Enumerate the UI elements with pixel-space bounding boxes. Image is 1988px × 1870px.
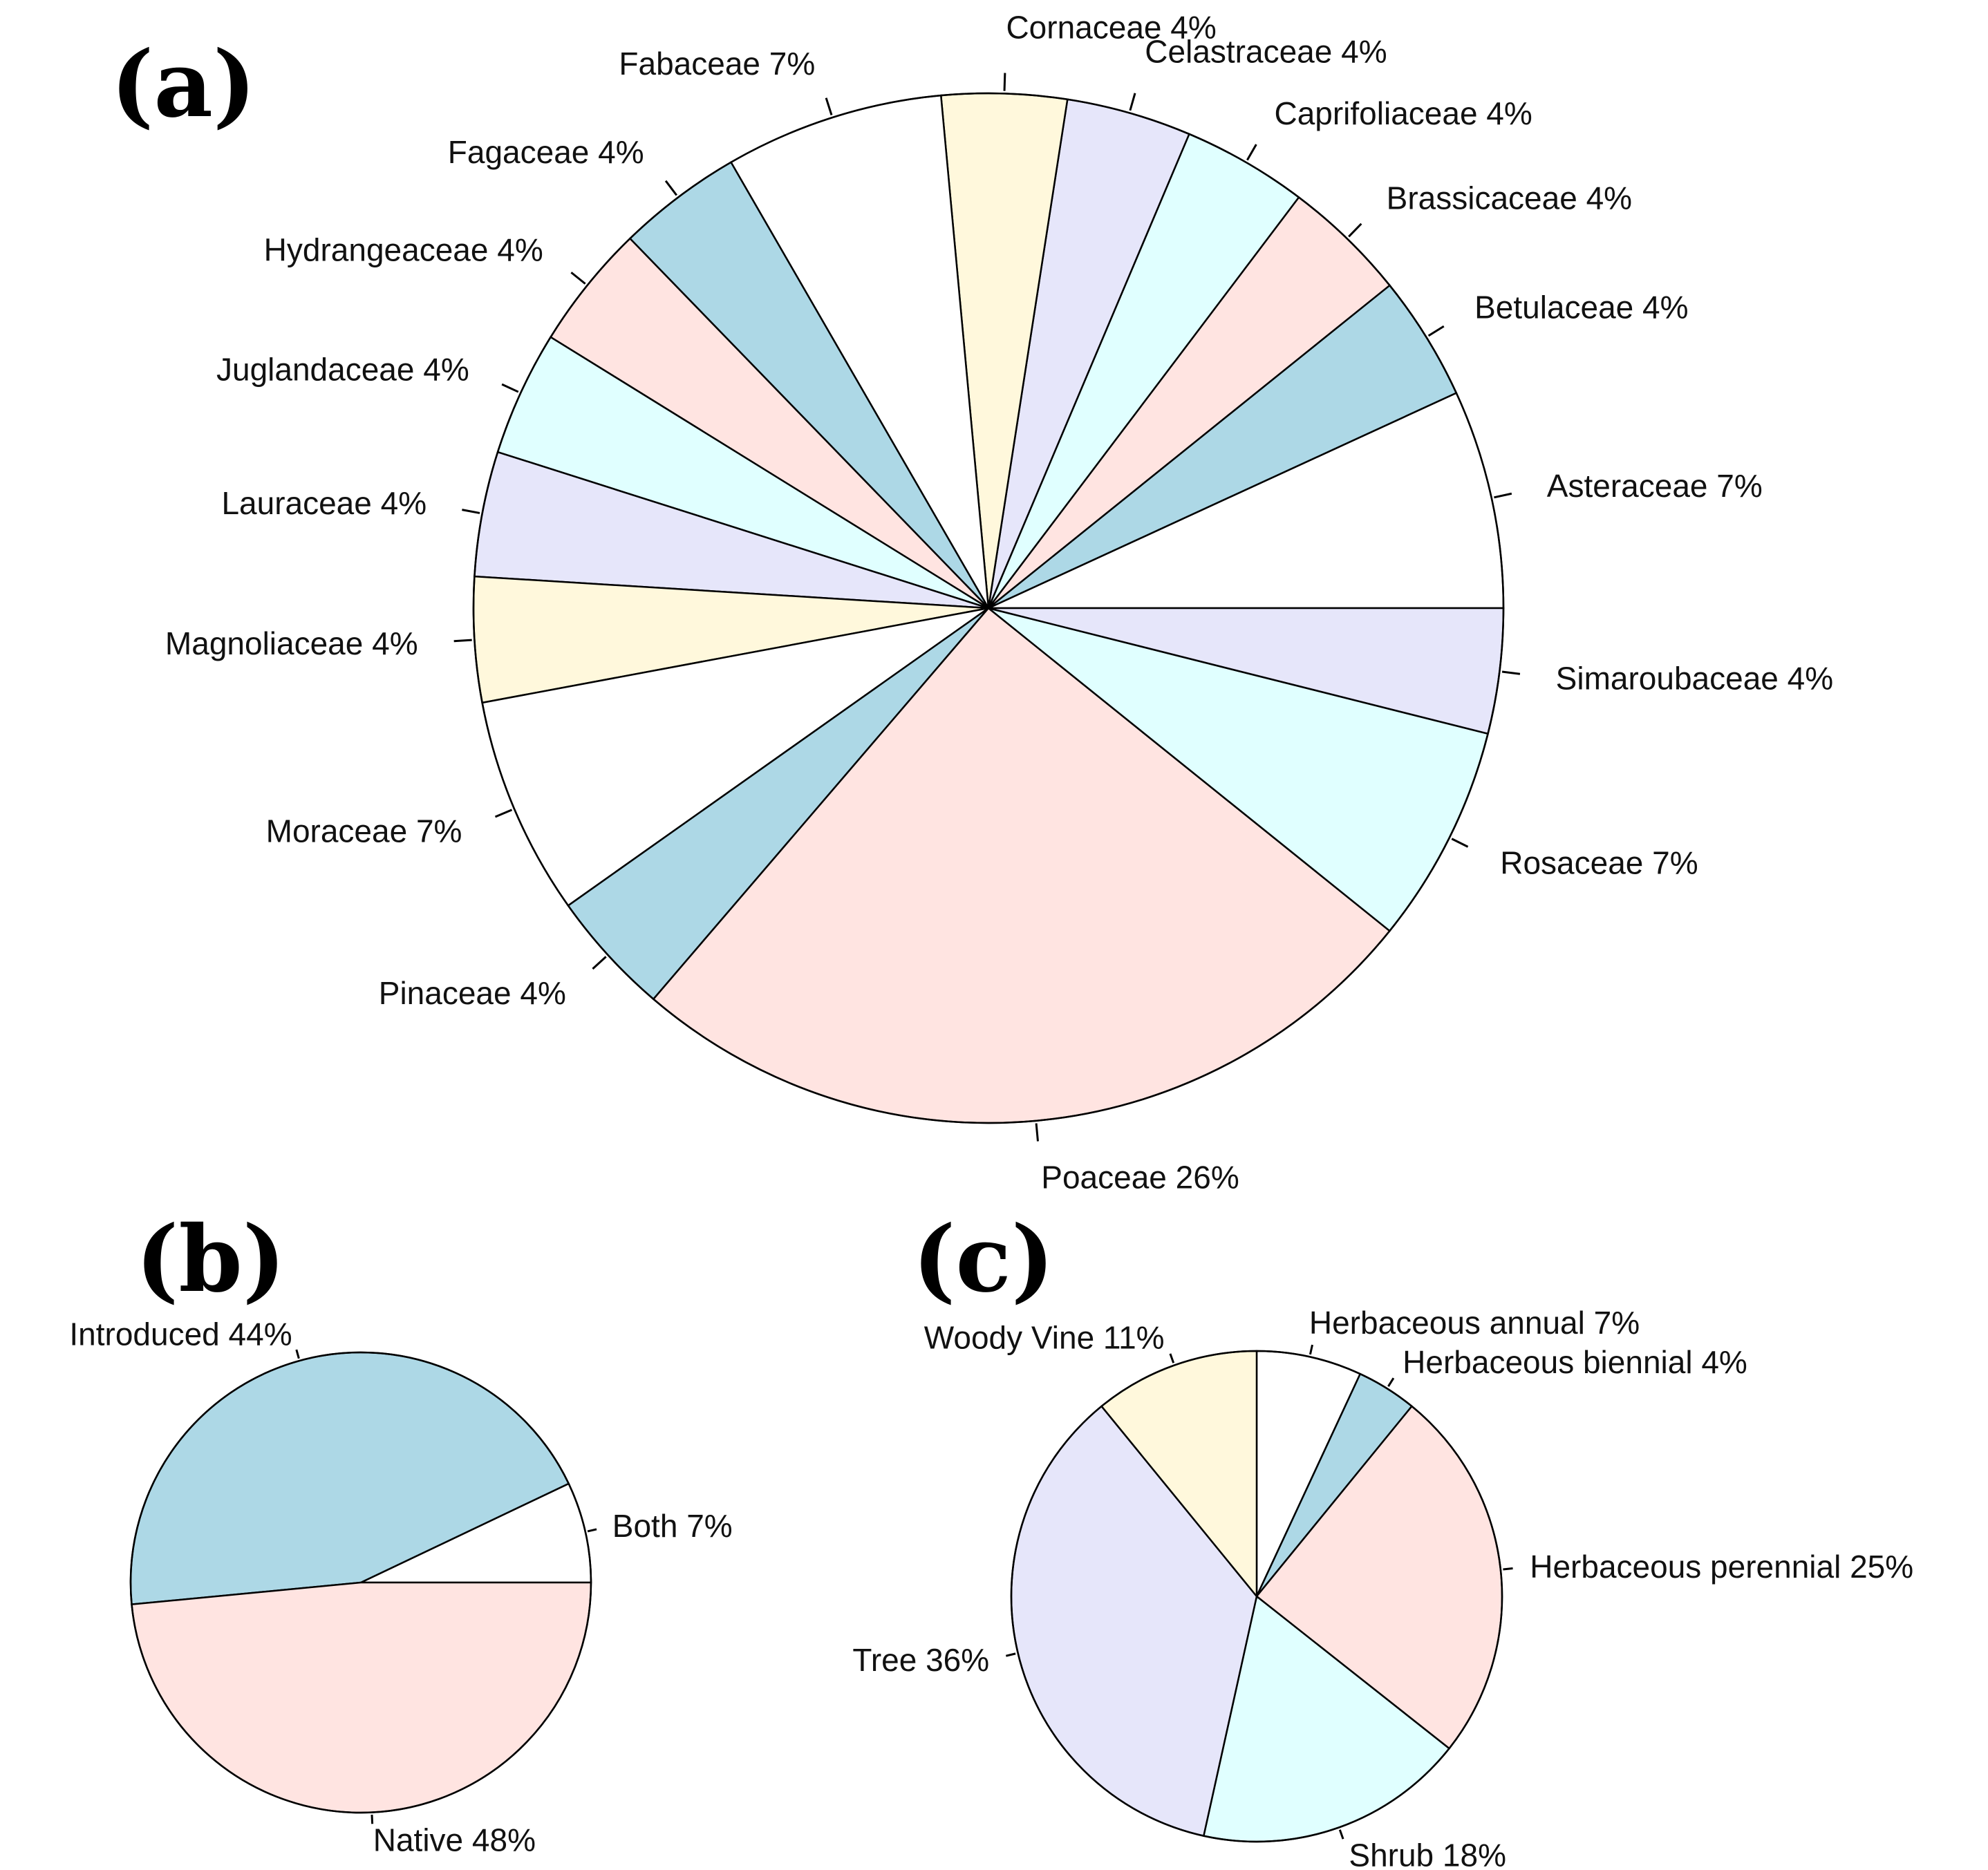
pie-outline xyxy=(1010,1350,1503,1843)
label-family-magnoliaceae: Magnoliaceae 4% xyxy=(165,625,418,661)
tick-family-asteraceae xyxy=(1494,492,1512,499)
tick-family-magnoliaceae xyxy=(453,639,472,643)
tick-family-celastraceae xyxy=(1129,93,1136,111)
tick-growth-form-woody-vine xyxy=(1169,1353,1175,1363)
label-family-fagaceae: Fagaceae 4% xyxy=(448,134,644,170)
panel-label-b: (b) xyxy=(135,1206,285,1313)
label-growth-form-woody-vine: Woody Vine 11% xyxy=(924,1319,1165,1355)
tick-family-hydrangeaceae xyxy=(570,272,586,285)
label-family-juglandaceae: Juglandaceae 4% xyxy=(216,351,469,387)
pie-chart-growth-form: Herbaceous annual 7%Herbaceous biennial … xyxy=(852,1305,1913,1870)
label-family-betulaceae: Betulaceae 4% xyxy=(1474,290,1688,325)
pie-chart-origin: Both 7% Introduced 44% Native 48% xyxy=(69,1316,732,1858)
label-family-lauraceae: Lauraceae 4% xyxy=(221,485,426,521)
tick-family-moraceae xyxy=(494,809,513,818)
tick-family-betulaceae xyxy=(1427,325,1445,337)
tick-growth-form-herbaceous-annual xyxy=(1309,1344,1313,1355)
label-family-cornaceae: Cornaceae 4% xyxy=(1006,9,1216,45)
tick-family-pinaceae xyxy=(592,956,607,970)
tick-family-fagaceae xyxy=(664,180,677,196)
label-growth-form-shrub: Shrub 18% xyxy=(1349,1838,1506,1870)
tick-family-caprifoliaceae xyxy=(1246,144,1257,161)
label-origin-native: Native 48% xyxy=(373,1822,536,1858)
tick-origin-introduced xyxy=(295,1349,300,1359)
pie-outline xyxy=(129,1351,592,1814)
label-family-poaceae: Poaceae 26% xyxy=(1041,1159,1239,1195)
pie-chart-family: Asteraceae 7% Betulaceae 4% Brassicaceae 4… xyxy=(165,9,1833,1195)
tick-family-rosaceae xyxy=(1451,838,1469,848)
tick-origin-native xyxy=(371,1814,374,1824)
tick-growth-form-shrub xyxy=(1338,1829,1344,1840)
tick-growth-form-herbaceous-biennial xyxy=(1387,1377,1395,1387)
tick-family-poaceae xyxy=(1035,1123,1039,1142)
tick-family-simaroubaceae xyxy=(1501,670,1521,675)
label-family-simaroubaceae: Simaroubaceae 4% xyxy=(1556,661,1833,697)
tick-family-lauraceae xyxy=(462,509,480,514)
slice-origin-native xyxy=(131,1581,592,1814)
tick-growth-form-herbaceous-perennial xyxy=(1503,1567,1513,1571)
label-origin-both: Both 7% xyxy=(612,1508,733,1544)
label-family-fabaceae: Fabaceae 7% xyxy=(619,46,815,82)
label-family-rosaceae: Rosaceae 7% xyxy=(1500,845,1698,881)
tick-family-cornaceae xyxy=(1003,73,1006,91)
label-growth-form-herbaceous-biennial: Herbaceous biennial 4% xyxy=(1403,1344,1747,1380)
label-growth-form-tree: Tree 36% xyxy=(852,1642,989,1678)
panel-label-a: (a) xyxy=(111,31,256,138)
tick-growth-form-tree xyxy=(1006,1652,1016,1657)
pie-outline xyxy=(472,92,1505,1124)
label-family-celastraceae: Celastraceae 4% xyxy=(1145,34,1387,70)
panel-label-c: (c) xyxy=(912,1206,1054,1313)
label-family-pinaceae: Pinaceae 4% xyxy=(379,975,566,1011)
tick-family-fabaceae xyxy=(825,97,833,115)
label-growth-form-herbaceous-perennial: Herbaceous perennial 25% xyxy=(1530,1549,1913,1585)
label-family-asteraceae: Asteraceae 7% xyxy=(1547,468,1763,504)
tick-family-juglandaceae xyxy=(501,383,519,393)
label-growth-form-herbaceous-annual: Herbaceous annual 7% xyxy=(1309,1305,1640,1341)
tick-family-brassicaceae xyxy=(1348,223,1362,238)
label-origin-introduced: Introduced 44% xyxy=(69,1316,292,1352)
label-family-moraceae: Moraceae 7% xyxy=(266,813,462,849)
label-family-brassicaceae: Brassicaceae 4% xyxy=(1387,180,1632,216)
label-family-hydrangeaceae: Hydrangeaceae 4% xyxy=(264,232,543,268)
tick-origin-both xyxy=(587,1528,597,1533)
label-family-caprifoliaceae: Caprifoliaceae 4% xyxy=(1274,95,1532,131)
